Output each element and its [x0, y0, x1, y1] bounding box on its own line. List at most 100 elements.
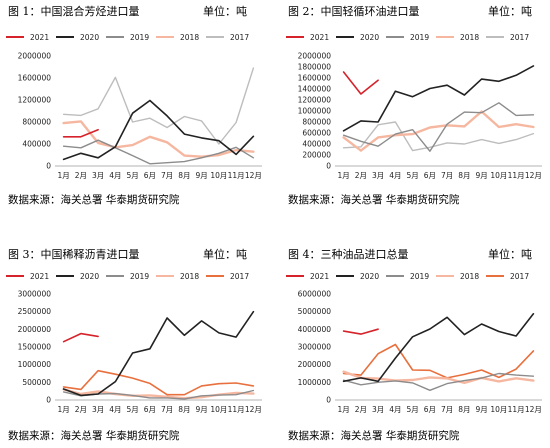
series-line-2021 — [342, 328, 379, 335]
y-tick-label: 6000000 — [298, 290, 332, 299]
chart-panel-4: 0 1000000 2000000 3000000 4000000 5000000 6000… — [280, 224, 550, 448]
legend-label-2019: 2019 — [410, 33, 429, 42]
chart-panel-3: 0 500000 1000000 1500000 2000000 2500000 30000… — [0, 224, 270, 448]
x-tick-label: 8月 — [458, 405, 470, 414]
y-tick-label: 0 — [326, 162, 331, 171]
series-line-2021 — [62, 128, 99, 138]
x-tick-label: 6月 — [144, 405, 156, 414]
series-line-2019 — [342, 102, 535, 152]
y-tick-label: 200000 — [302, 151, 331, 160]
legend-label-2020: 2020 — [360, 272, 379, 281]
x-tick-label: 10月 — [490, 171, 507, 180]
series-line-2017 — [342, 121, 535, 152]
chart-svg-3: 0 500000 1000000 1500000 2000000 2500000 30000… — [6, 272, 262, 414]
series-line-2019 — [342, 372, 535, 391]
series-line-2020 — [342, 65, 535, 132]
x-tick-label: 5月 — [406, 405, 418, 414]
legend-label-2018: 2018 — [180, 272, 199, 281]
legend-label-2018: 2018 — [460, 272, 479, 281]
y-tick-label: 2000000 — [18, 325, 52, 334]
x-tick-label: 4月 — [389, 171, 401, 180]
series-line-2017 — [62, 67, 255, 145]
x-tick-label: 4月 — [389, 405, 401, 414]
x-tick-label: 10月 — [210, 405, 227, 414]
x-tick-label: 12月 — [245, 171, 262, 180]
legend-label-2018: 2018 — [460, 33, 479, 42]
y-tick-label: 3000000 — [18, 290, 52, 299]
x-tick-label: 5月 — [406, 171, 418, 180]
x-tick-label: 9月 — [195, 405, 207, 414]
series-line-2018 — [62, 120, 255, 158]
legend-label-2021: 2021 — [310, 272, 329, 281]
chart-svg-2: 0 200000 400000 600000 800000 1000000 1200000 1… — [286, 33, 542, 180]
x-tick-label: 3月 — [372, 171, 384, 180]
series-line-2021 — [342, 71, 379, 95]
chart-title-4: 图 4：三种油品进口总量 — [288, 248, 409, 261]
x-tick-label: 11月 — [508, 405, 525, 414]
x-tick-label: 10月 — [490, 405, 507, 414]
chart-title-1: 图 1：中国混合芳烃进口量 — [8, 5, 140, 18]
chart-title-2: 图 2：中国轻循环油进口量 — [288, 5, 420, 18]
y-tick-label: 0 — [46, 396, 51, 405]
x-tick-label: 1月 — [57, 405, 69, 414]
x-tick-label: 11月 — [228, 405, 245, 414]
y-tick-label: 4000000 — [298, 325, 332, 334]
x-tick-label: 3月 — [372, 405, 384, 414]
x-tick-label: 10月 — [210, 171, 227, 180]
y-tick-label: 1400000 — [298, 85, 332, 94]
chart-source-4: 数据来源：海关总署 华泰期货研究院 — [288, 430, 460, 442]
y-tick-label: 600000 — [302, 129, 331, 138]
x-tick-label: 1月 — [57, 171, 69, 180]
y-tick-label: 3000000 — [298, 343, 332, 352]
x-tick-label: 8月 — [458, 171, 470, 180]
x-tick-label: 7月 — [161, 171, 173, 180]
chart-title-3: 图 3：中国稀释沥青进口量 — [8, 248, 140, 261]
chart-panel-2: 0 200000 400000 600000 800000 1000000 1200000 1… — [280, 0, 550, 224]
x-tick-label: 4月 — [109, 171, 121, 180]
y-tick-label: 2000000 — [298, 360, 332, 369]
x-tick-label: 4月 — [109, 405, 121, 414]
chart-source-3: 数据来源：海关总署 华泰期货研究院 — [8, 430, 180, 442]
chart-unit-4: 单位：吨 — [488, 248, 532, 261]
series-line-2017 — [62, 369, 255, 396]
x-tick-label: 6月 — [424, 405, 436, 414]
chart-source-1: 数据来源：海关总署 华泰期货研究院 — [8, 194, 180, 206]
x-tick-label: 8月 — [178, 405, 190, 414]
legend-label-2019: 2019 — [410, 272, 429, 281]
x-tick-label: 9月 — [475, 405, 487, 414]
x-tick-label: 2月 — [75, 171, 87, 180]
series-line-2017 — [342, 343, 535, 379]
x-tick-label: 7月 — [161, 405, 173, 414]
legend-label-2019: 2019 — [130, 33, 149, 42]
series-line-2021 — [62, 332, 99, 343]
x-tick-label: 9月 — [195, 171, 207, 180]
y-tick-label: 2000000 — [298, 52, 332, 61]
chart-unit-3: 单位：吨 — [203, 248, 247, 261]
x-tick-label: 1月 — [337, 171, 349, 180]
x-tick-label: 3月 — [92, 405, 104, 414]
y-tick-label: 1600000 — [18, 74, 52, 83]
y-tick-label: 800000 — [22, 118, 51, 127]
y-tick-label: 5000000 — [298, 307, 332, 316]
legend-label-2021: 2021 — [30, 272, 49, 281]
x-tick-label: 1月 — [337, 405, 349, 414]
series-line-2019 — [62, 139, 255, 165]
x-tick-label: 12月 — [525, 171, 542, 180]
legend-label-2019: 2019 — [130, 272, 149, 281]
y-tick-label: 0 — [326, 396, 331, 405]
x-tick-label: 5月 — [126, 405, 138, 414]
y-tick-label: 1000000 — [18, 360, 52, 369]
y-tick-label: 1000000 — [298, 378, 332, 387]
y-tick-label: 1500000 — [18, 343, 52, 352]
x-tick-label: 3月 — [92, 171, 104, 180]
x-tick-label: 7月 — [441, 171, 453, 180]
x-tick-label: 2月 — [355, 405, 367, 414]
x-tick-label: 5月 — [126, 171, 138, 180]
legend-label-2018: 2018 — [180, 33, 199, 42]
chart-svg-4: 0 1000000 2000000 3000000 4000000 5000000 6000… — [286, 272, 542, 414]
y-tick-label: 400000 — [302, 140, 331, 149]
legend-label-2020: 2020 — [80, 33, 99, 42]
y-tick-label: 2000000 — [18, 52, 52, 61]
chart-unit-1: 单位：吨 — [203, 5, 247, 18]
y-tick-label: 800000 — [302, 118, 331, 127]
